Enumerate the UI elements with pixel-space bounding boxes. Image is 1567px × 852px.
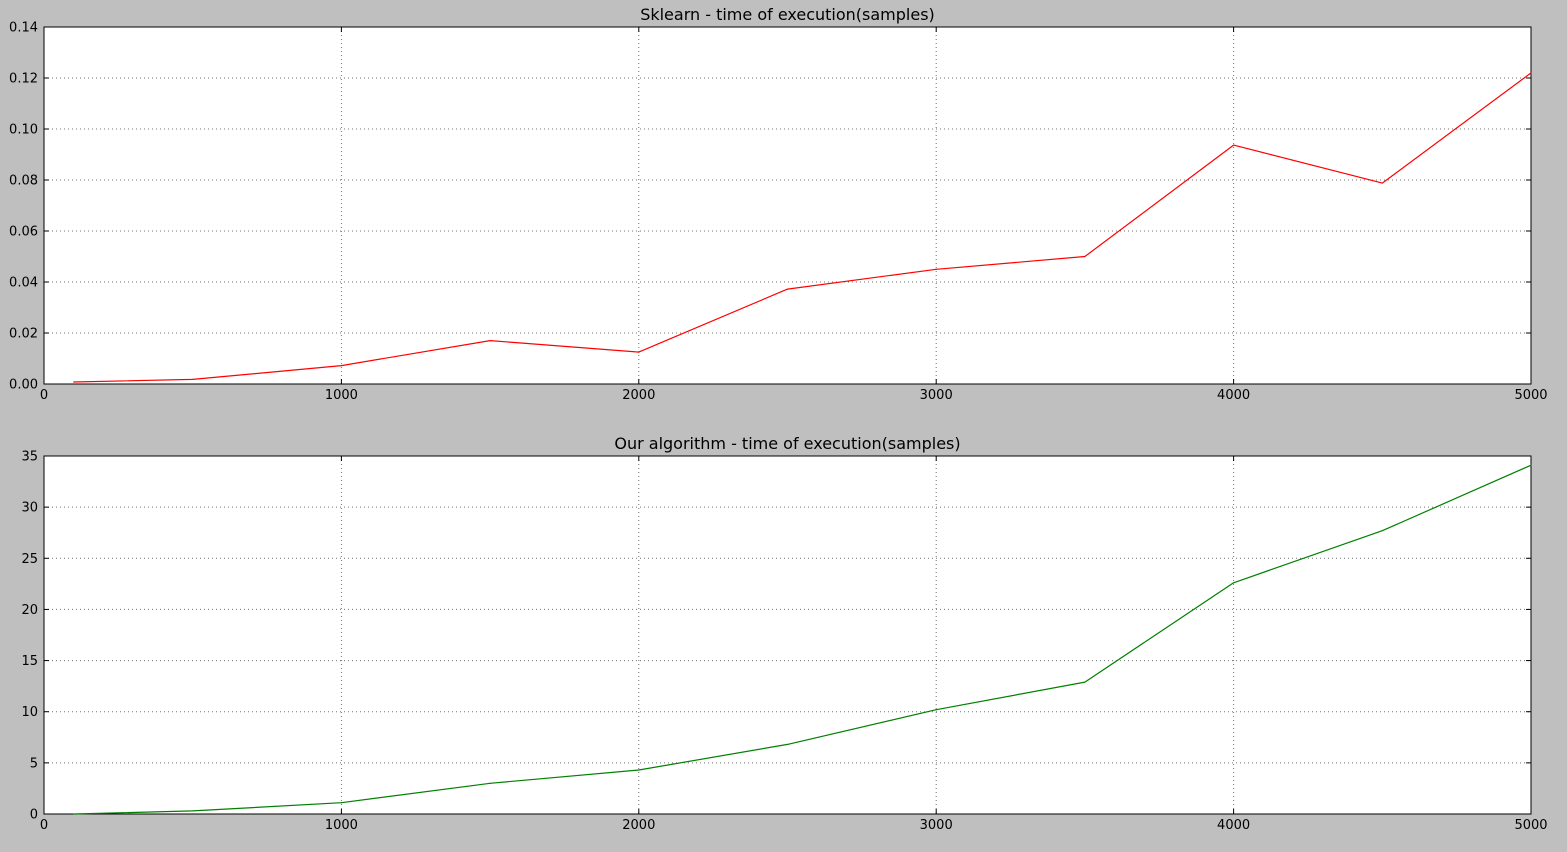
y-tick-label: 0.12: [9, 72, 38, 87]
x-tick-label: 2000: [622, 388, 655, 403]
x-tick-label: 3000: [920, 818, 953, 833]
y-tick-label: 0.02: [9, 327, 38, 342]
x-tick-label: 4000: [1217, 818, 1250, 833]
x-tick-label: 0: [40, 818, 48, 833]
y-tick-label: 35: [21, 450, 38, 465]
x-tick-label: 4000: [1217, 388, 1250, 403]
x-tick-label: 1000: [325, 388, 358, 403]
data-point: [1530, 464, 1532, 466]
data-point: [638, 351, 640, 353]
y-tick-label: 0.04: [9, 276, 38, 291]
data-point: [73, 381, 75, 383]
sklearn-panel: 0 1000 2000 3000 4000 5000 0.00 0.02 0.04 0.06 0.0…: [9, 5, 1548, 403]
our-algorithm-panel: 0 1000 2000 3000 4000 5000 0 5 10 15 20 25 30 35 Our a…: [21, 434, 1547, 833]
data-point: [1084, 681, 1086, 683]
y-tick-label: 0.08: [9, 174, 38, 189]
plot-area: [43, 455, 1532, 815]
plot-area: [43, 26, 1532, 385]
x-tick-label: 5000: [1514, 818, 1547, 833]
data-point: [1381, 182, 1383, 184]
data-point: [340, 802, 342, 804]
y-tick-label: 0.10: [9, 123, 38, 138]
data-point: [935, 709, 937, 711]
data-point: [192, 810, 194, 812]
y-tick-label: 15: [21, 654, 38, 669]
y-tick-label: 5: [30, 756, 38, 771]
y-tick-label: 0.00: [9, 378, 38, 393]
data-point: [489, 782, 491, 784]
y-tick-label: 30: [21, 501, 38, 516]
x-tick-label: 1000: [325, 818, 358, 833]
data-point: [73, 813, 75, 815]
data-point: [786, 743, 789, 746]
data-point: [489, 340, 491, 342]
data-point: [1381, 530, 1383, 532]
x-tick-label: 2000: [622, 818, 655, 833]
y-tick-label: 0.14: [9, 21, 38, 36]
data-point: [935, 268, 937, 270]
data-point: [1233, 582, 1235, 584]
x-tick-label: 3000: [920, 388, 953, 403]
x-tick-label: 0: [40, 388, 48, 403]
y-tick-label: 10: [21, 705, 38, 720]
y-tick-label: 20: [21, 603, 38, 618]
x-tick-label: 5000: [1514, 388, 1547, 403]
data-point: [340, 365, 342, 367]
data-point: [1084, 255, 1086, 258]
data-point: [786, 288, 789, 290]
y-tick-label: 0: [30, 808, 38, 823]
y-tick-label: 25: [21, 552, 38, 567]
chart-title: Sklearn - time of execution(samples): [640, 5, 935, 24]
data-point: [192, 378, 194, 381]
data-point: [1233, 144, 1235, 146]
chart-title: Our algorithm - time of execution(sample…: [614, 434, 960, 453]
y-tick-label: 0.06: [9, 225, 38, 240]
data-point: [1530, 72, 1532, 74]
data-point: [638, 769, 640, 771]
